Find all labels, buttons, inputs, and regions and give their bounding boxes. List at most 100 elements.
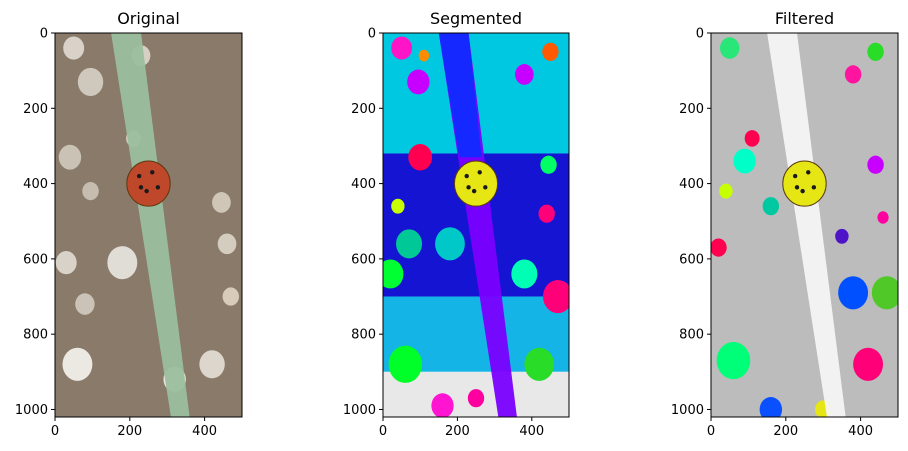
ladybug-spot bbox=[483, 185, 488, 190]
ladybug-spot bbox=[155, 185, 161, 190]
stone-blob bbox=[435, 227, 465, 261]
ladybug-spot bbox=[144, 188, 149, 194]
y-tick-label: 800 bbox=[23, 328, 48, 343]
grass-blade-top bbox=[438, 33, 482, 158]
axes-frame bbox=[54, 32, 243, 418]
stone-blob bbox=[55, 251, 77, 275]
stone-blob bbox=[391, 36, 413, 60]
stone-blob bbox=[408, 143, 433, 171]
stone-blob bbox=[524, 347, 555, 381]
y-tick-label: 0 bbox=[40, 27, 48, 42]
panel-title-filtered: Filtered bbox=[775, 9, 834, 28]
stone-blob bbox=[719, 37, 740, 59]
stone-blob bbox=[199, 350, 225, 379]
stone-blob bbox=[877, 211, 889, 224]
ladybug-spot bbox=[792, 173, 798, 179]
ladybug bbox=[126, 160, 171, 207]
y-tick-label: 600 bbox=[23, 252, 48, 267]
image-content bbox=[383, 33, 569, 417]
ladybug-spot bbox=[138, 185, 144, 190]
image-area-original bbox=[55, 33, 242, 417]
stone-blob bbox=[418, 49, 430, 62]
stone-blob bbox=[222, 287, 240, 306]
stone-blob bbox=[838, 276, 869, 310]
y-tick-label: 400 bbox=[679, 177, 704, 192]
stone-blob bbox=[542, 42, 559, 61]
y-tick-label: 0 bbox=[368, 27, 376, 42]
axes-frame bbox=[710, 32, 899, 418]
y-tick-label: 400 bbox=[351, 177, 376, 192]
ladybug bbox=[782, 160, 827, 207]
x-tick-label: 200 bbox=[445, 424, 470, 439]
x-tick-label: 400 bbox=[519, 424, 544, 439]
stone-blob bbox=[711, 238, 727, 257]
stone-blob bbox=[77, 67, 104, 97]
panel-filtered: Filtered 0 200 400 0 200 400 600 800 1000 bbox=[671, 9, 899, 439]
y-tick-label: 800 bbox=[679, 328, 704, 343]
stone-blob bbox=[388, 345, 423, 383]
stone-blob bbox=[407, 69, 430, 95]
panel-title-original: Original bbox=[117, 9, 180, 28]
ladybug-spot bbox=[806, 170, 811, 175]
image-content bbox=[711, 33, 898, 417]
grass-blade bbox=[767, 33, 846, 417]
stone-blob bbox=[853, 347, 884, 381]
stone-blob bbox=[538, 204, 555, 223]
stone-blob bbox=[58, 144, 82, 170]
ladybug-spot bbox=[136, 173, 142, 179]
stone-blob bbox=[391, 198, 405, 214]
stone-blob bbox=[515, 64, 534, 85]
stone-blob bbox=[107, 246, 138, 280]
image-content bbox=[55, 33, 242, 417]
ladybug-spot bbox=[794, 185, 800, 190]
stone-blob bbox=[716, 341, 751, 380]
stone-blob bbox=[540, 155, 557, 174]
x-tick-label: 400 bbox=[848, 424, 873, 439]
stone-blob bbox=[217, 233, 237, 255]
stone-blob bbox=[431, 393, 454, 417]
stone-blob bbox=[835, 228, 849, 244]
stone-blob bbox=[759, 397, 783, 417]
x-tick-label: 0 bbox=[379, 424, 387, 439]
x-tick-label: 400 bbox=[192, 424, 217, 439]
stone-blob bbox=[383, 259, 404, 289]
image-area-filtered bbox=[711, 33, 898, 417]
y-tick-label: 1000 bbox=[671, 403, 704, 418]
axes-segmented: 0 200 400 0 200 400 600 800 1000 bbox=[343, 27, 570, 439]
y-tick-label: 0 bbox=[696, 27, 704, 42]
y-tick-label: 200 bbox=[679, 102, 704, 117]
x-tick-label: 200 bbox=[773, 424, 798, 439]
stone-blob bbox=[719, 183, 733, 199]
ladybug-spot bbox=[800, 188, 805, 194]
axes-original: 0 200 400 0 200 400 600 800 1000 bbox=[15, 27, 243, 439]
x-tick-label: 0 bbox=[51, 424, 59, 439]
y-tick-label: 600 bbox=[679, 252, 704, 267]
image-area-segmented bbox=[383, 33, 569, 417]
panel-segmented: Segmented 0 200 400 0 200 400 600 800 1000 bbox=[343, 9, 570, 439]
stone-blob bbox=[867, 42, 884, 61]
stone-blob bbox=[82, 182, 99, 201]
ladybug bbox=[453, 160, 499, 207]
stone-blob bbox=[75, 293, 95, 315]
stone-blob bbox=[542, 279, 569, 314]
y-tick-label: 400 bbox=[23, 177, 48, 192]
axes-filtered: 0 200 400 0 200 400 600 800 1000 bbox=[671, 27, 899, 439]
x-tick-label: 200 bbox=[117, 424, 142, 439]
stone-blob bbox=[762, 197, 780, 216]
ladybug-spot bbox=[471, 188, 477, 194]
stone-blob bbox=[733, 148, 756, 174]
x-tick-label: 0 bbox=[707, 424, 715, 439]
stone-blob bbox=[62, 347, 93, 381]
stone-blob bbox=[396, 229, 423, 259]
stone-blob bbox=[844, 65, 862, 84]
y-tick-label: 600 bbox=[351, 252, 376, 267]
ladybug-spot bbox=[477, 170, 482, 175]
ladybug-spot bbox=[464, 173, 469, 179]
grass-blade bbox=[111, 33, 190, 417]
y-tick-label: 1000 bbox=[15, 403, 48, 418]
panel-original: Original 0 200 400 0 200 400 600 800 1000 bbox=[15, 9, 243, 439]
stone-blob bbox=[467, 389, 485, 408]
axes-frame bbox=[382, 32, 570, 418]
stone-blob bbox=[511, 259, 538, 289]
